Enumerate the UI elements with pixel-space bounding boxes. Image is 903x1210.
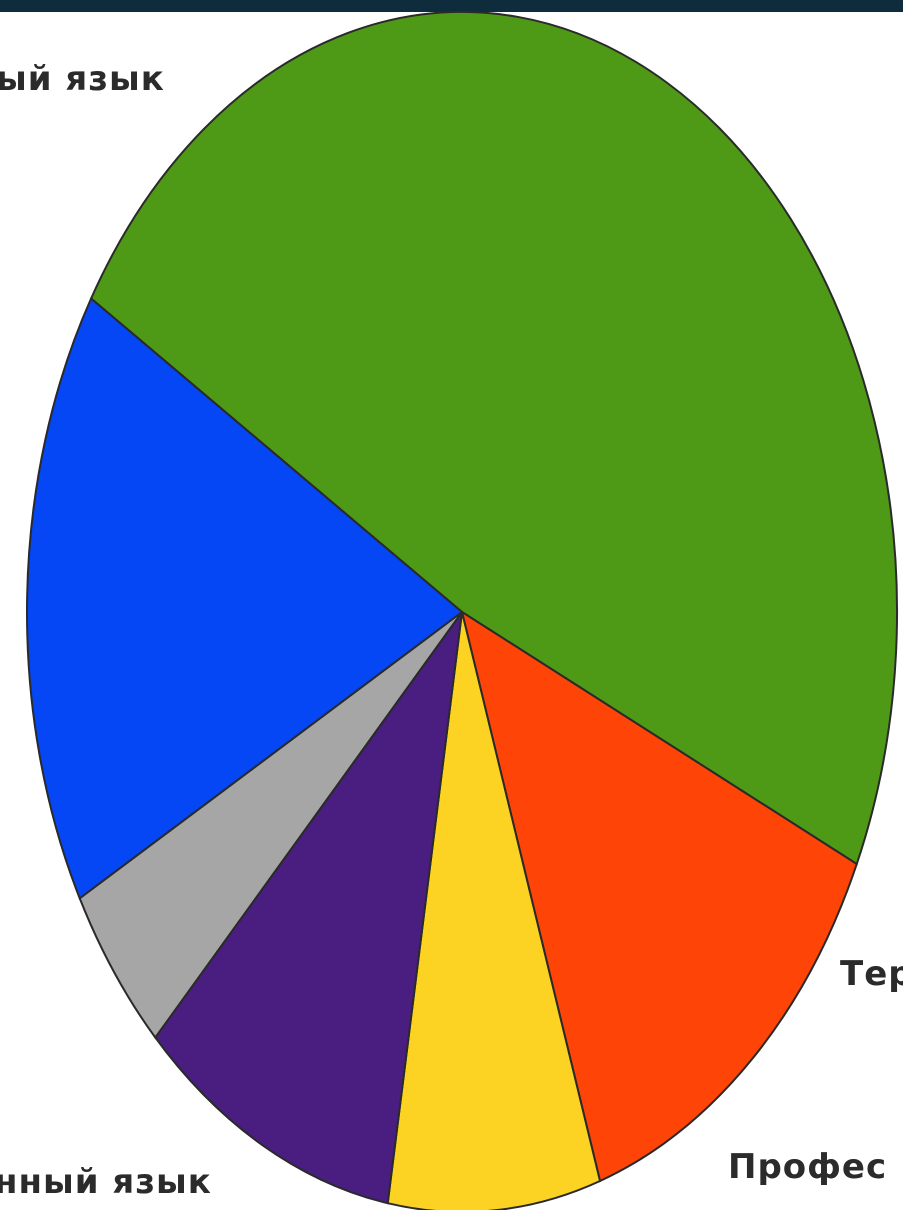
pie-slice-0 <box>89 10 899 866</box>
pie-slice-4 <box>78 611 463 1040</box>
label-right: Тер <box>840 954 903 994</box>
pie-slice-1 <box>460 609 858 1183</box>
pie-slices <box>26 10 899 1210</box>
pie-slice-2 <box>386 611 602 1210</box>
pie-slice-5 <box>26 296 464 900</box>
label-bottom-left: нный язык <box>0 1162 212 1202</box>
pie-slice-3 <box>154 611 463 1205</box>
label-top-left: ый язык <box>0 59 165 99</box>
label-bottom-right: Профес <box>728 1147 887 1187</box>
top-bar <box>0 0 903 12</box>
